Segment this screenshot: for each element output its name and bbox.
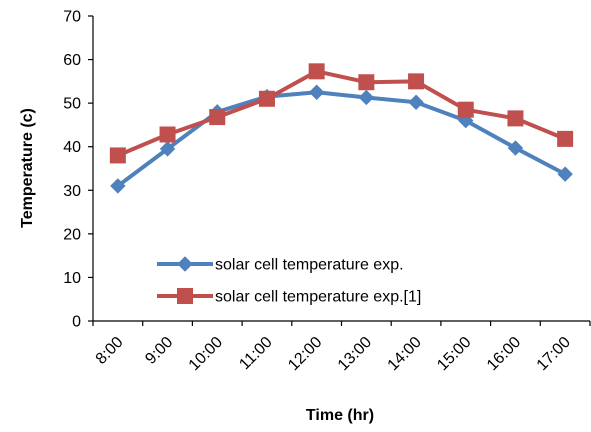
y-tick-label: 50 [63,96,81,113]
series-layer [109,63,574,194]
legend-label: solar cell temperature exp. [215,257,404,274]
y-tick-label: 70 [63,9,81,26]
y-tick-label: 40 [63,139,81,156]
y-tick-label: 10 [63,270,81,287]
x-axis-title: Time (hr) [306,407,374,424]
data-point [258,90,275,107]
data-point [110,178,126,194]
x-tick-label: 9:00 [142,334,176,368]
legend-marker [177,256,193,272]
data-point [507,140,524,156]
x-tick-label: 17:00 [534,334,574,374]
series-1 [110,84,573,194]
data-point [457,101,474,118]
data-point [358,74,375,91]
data-point [308,63,325,80]
x-tick-label: 16:00 [484,334,524,374]
y-tick-label: 30 [63,183,81,200]
x-tick-label: 10:00 [186,334,226,374]
legend-item: solar cell temperature exp. [157,256,404,274]
data-point [209,109,226,126]
x-tick-label: 8:00 [93,334,127,368]
data-point [159,126,176,143]
y-tick-label: 20 [63,226,81,243]
y-axis-ticks: 0 10 20 30 40 50 60 70 [63,9,93,331]
data-point [308,84,325,100]
x-axis-ticks: 8:00 9:00 10:00 11:00 12:00 13:00 14:00 15:00 16… [92,321,591,374]
x-tick-label: 11:00 [236,334,276,374]
data-point [507,110,524,127]
data-point [557,166,573,182]
legend-label: solar cell temperature exp.[1] [215,289,421,306]
x-tick-label: 12:00 [285,334,325,374]
legend: solar cell temperature exp. solar cell te… [157,256,421,306]
data-point [159,141,176,157]
x-tick-label: 14:00 [385,334,425,374]
x-tick-label: 13:00 [335,334,375,374]
x-tick-label: 15:00 [434,334,474,374]
data-point [408,94,424,110]
data-point [557,130,574,147]
data-point [408,73,425,90]
legend-item: solar cell temperature exp.[1] [157,288,421,306]
y-tick-label: 60 [63,52,81,69]
series-line [116,90,567,188]
legend-marker [177,288,193,304]
series-line [117,69,566,158]
y-tick-label: 0 [72,314,81,331]
series-2 [109,63,574,164]
y-axis-title: Temperature (c) [19,108,36,228]
data-point [109,147,126,164]
data-point [358,89,375,106]
